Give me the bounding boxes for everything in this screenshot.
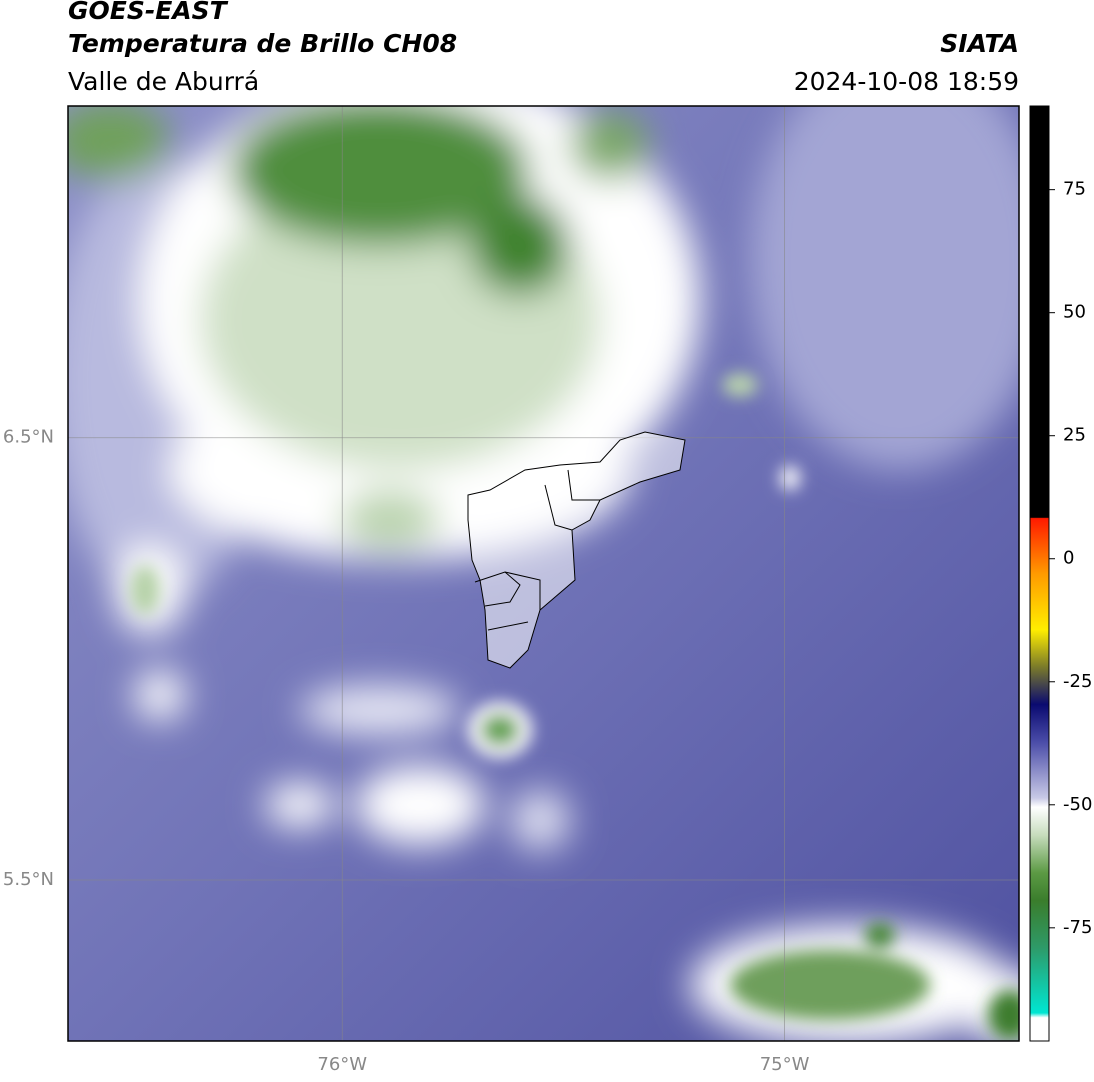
colorbar-tick-label: -50 xyxy=(1063,794,1092,815)
colorbar-tick-label: 25 xyxy=(1063,425,1086,446)
map-image xyxy=(68,106,1019,1041)
x-tick-label: 75°W xyxy=(760,1054,810,1075)
x-tick-label: 76°W xyxy=(317,1054,367,1075)
graticule xyxy=(68,106,1019,1041)
subtitle: Temperatura de Brillo CH08 xyxy=(68,29,457,58)
colorbar-ticks: 75 50 25 0 -25 -50 -75 xyxy=(1049,179,1092,938)
colorbar-tick-label: -25 xyxy=(1063,671,1092,692)
colorbar-tick-label: 50 xyxy=(1063,302,1086,323)
colorbar-tick-label: 0 xyxy=(1063,548,1074,569)
y-tick-label: 5.5°N xyxy=(3,869,54,890)
region: Valle de Aburrá xyxy=(68,67,259,96)
map-frame xyxy=(67,105,1020,1042)
colorbar-tick-label: 75 xyxy=(1063,179,1086,200)
region-outline xyxy=(467,431,686,669)
y-tick-label: 6.5°N xyxy=(3,427,54,448)
colorbar-tick-label: -75 xyxy=(1063,917,1092,938)
colorbar xyxy=(1029,105,1050,1042)
source: SIATA xyxy=(940,29,1019,58)
timestamp: 2024-10-08 18:59 xyxy=(794,67,1019,96)
title: GOES-EAST xyxy=(68,0,229,25)
